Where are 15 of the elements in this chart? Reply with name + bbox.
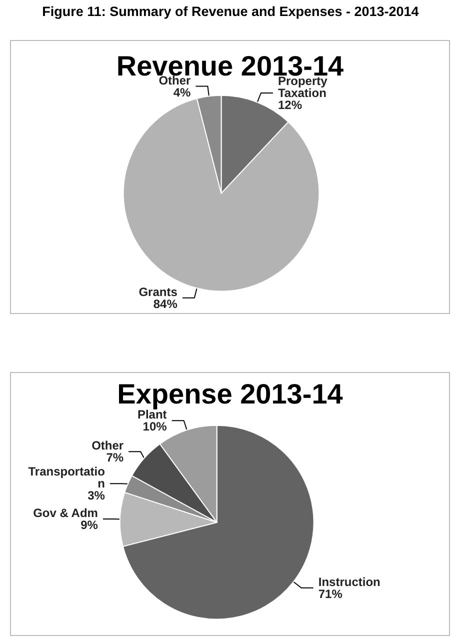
data-label: 7% [106, 450, 124, 465]
data-label: 71% [318, 586, 343, 601]
data-label: 9% [80, 518, 98, 532]
data-label: 12% [278, 98, 302, 112]
chart-title: Expense 2013-14 [117, 378, 344, 410]
slice-label: Grants [138, 284, 178, 299]
slice-label: Instruction [318, 574, 380, 589]
slice-label: Other [92, 438, 124, 453]
slice-label: Transportation [28, 464, 105, 491]
caption: Figure 11: Summary of Revenue and Expenses - 2013-2014 [41, 4, 420, 19]
data-label: 4% [173, 85, 192, 100]
slice-label: Gov & Adm [33, 506, 98, 520]
data-label: 84% [153, 296, 178, 311]
data-label: 10% [142, 420, 168, 434]
data-label: 3% [88, 488, 106, 503]
